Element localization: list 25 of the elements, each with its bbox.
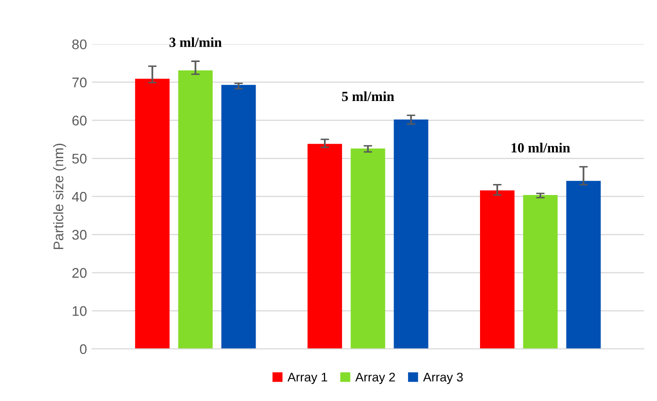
annotation: 5 ml/min bbox=[342, 91, 394, 102]
y-axis-title: Particle size (nm) bbox=[53, 144, 66, 249]
y-tick-label: 70 bbox=[72, 78, 87, 88]
bar bbox=[178, 70, 213, 349]
bar bbox=[135, 78, 170, 349]
y-tick-label: 10 bbox=[72, 306, 87, 316]
y-tick-label: 50 bbox=[72, 154, 87, 164]
y-tick-label: 40 bbox=[72, 192, 87, 202]
y-tick-label: 20 bbox=[72, 268, 87, 278]
bar bbox=[221, 84, 256, 349]
annotation: 10 ml/min bbox=[512, 142, 570, 153]
bar bbox=[523, 194, 558, 349]
legend-label: Array 1 bbox=[288, 372, 328, 384]
y-tick-label: 80 bbox=[72, 39, 87, 50]
bar bbox=[566, 180, 601, 349]
bar bbox=[308, 144, 342, 349]
y-tick-label: 0 bbox=[80, 344, 87, 354]
y-tick-label: 30 bbox=[72, 230, 87, 240]
legend-label: Array 3 bbox=[423, 372, 463, 384]
bar bbox=[350, 148, 386, 349]
annotation: 3 ml/min bbox=[170, 37, 222, 48]
bar bbox=[480, 190, 515, 349]
y-tick-label: 60 bbox=[72, 116, 87, 126]
legend-label: Array 2 bbox=[355, 372, 395, 384]
bar bbox=[394, 120, 428, 349]
